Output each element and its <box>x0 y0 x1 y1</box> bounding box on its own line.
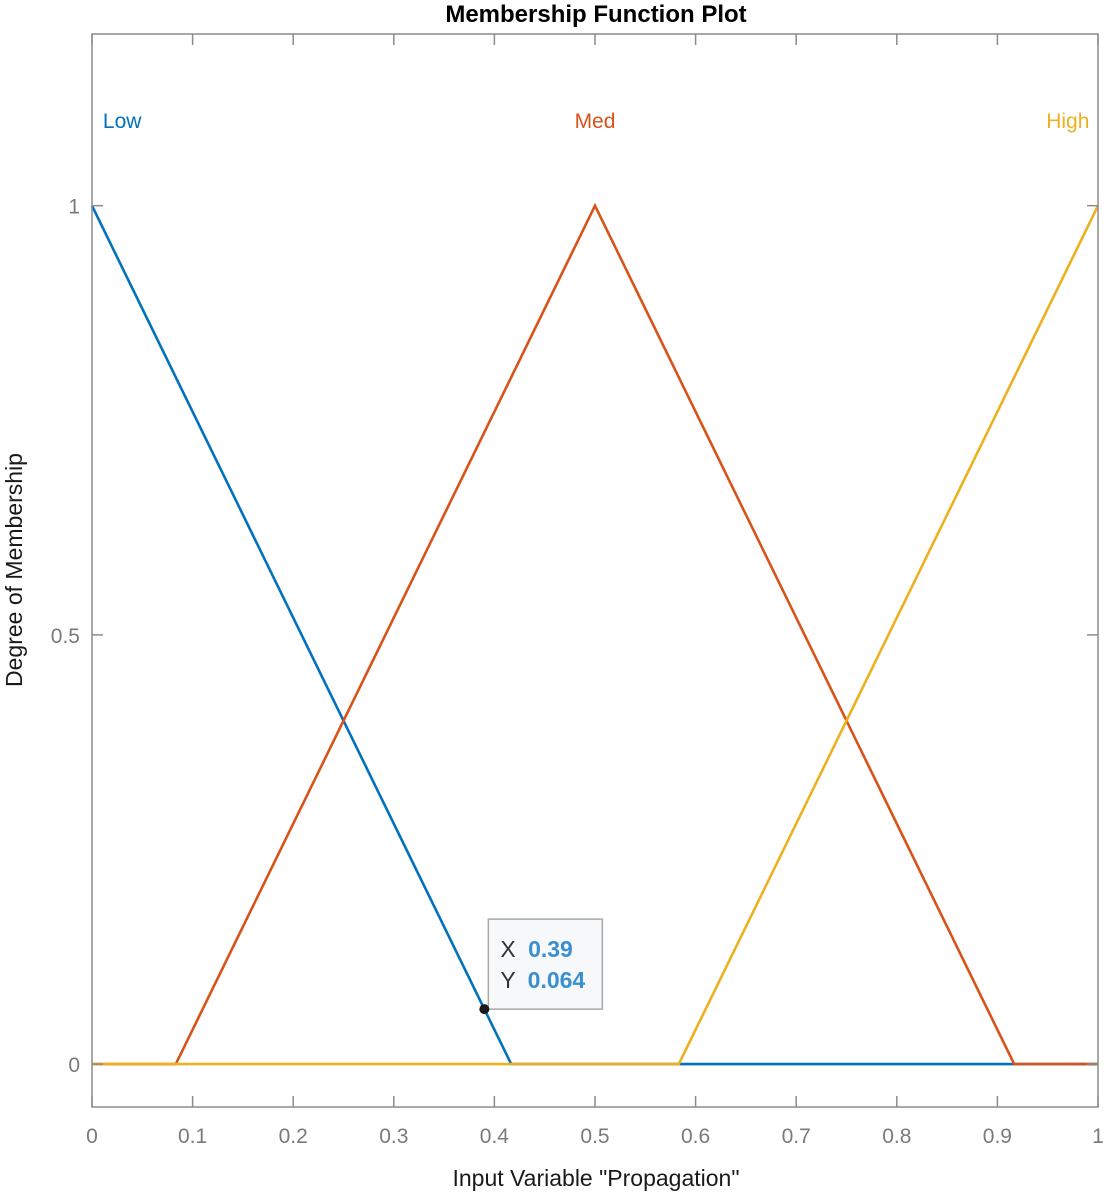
datatip-y-prefix: Y <box>500 967 515 993</box>
x-tick-label: 1 <box>1092 1125 1104 1148</box>
x-tick-label: 0.5 <box>580 1125 609 1148</box>
x-tick-label: 0.6 <box>681 1125 710 1148</box>
y-axis-label: Degree of Membership <box>1 453 27 687</box>
x-tick-label: 0.4 <box>480 1125 510 1148</box>
x-axis-label: Input Variable "Propagation" <box>453 1165 740 1191</box>
series-label-high: High <box>1046 110 1089 133</box>
axes-layer <box>91 33 1099 1108</box>
x-tick-label: 0.2 <box>279 1125 308 1148</box>
series-layer <box>90 202 1100 1066</box>
datatip-x-row: X 0.39 <box>500 936 572 962</box>
series-label-low: Low <box>103 110 142 133</box>
datatip-box[interactable] <box>487 918 604 1010</box>
datatip-x-value: 0.39 <box>528 936 573 962</box>
y-tick-label: 1 <box>68 196 80 219</box>
chart-title: Membership Function Plot <box>445 1 746 28</box>
x-tick-label: 0.1 <box>178 1125 207 1148</box>
datatip-x-prefix: X <box>500 936 515 962</box>
y-tick-label: 0.5 <box>51 625 80 648</box>
datatip-y-value: 0.064 <box>528 967 586 993</box>
x-tick-label: 0.8 <box>882 1125 911 1148</box>
series-label-med: Med <box>575 110 616 133</box>
datatip-y-row: Y 0.064 <box>500 967 585 993</box>
x-tick-label: 0 <box>86 1125 98 1148</box>
datatip-marker[interactable] <box>479 1004 490 1015</box>
x-tick-label: 0.9 <box>983 1125 1012 1148</box>
y-tick-label: 0 <box>68 1054 80 1077</box>
series-label-layer: Low Med High <box>103 110 1090 133</box>
x-tick-label: 0.7 <box>782 1125 811 1148</box>
series-line-high <box>92 205 1100 1066</box>
x-tick-label: 0.3 <box>379 1125 408 1148</box>
tick-label-layer: 0 0.1 0.2 0.3 0.4 0.5 0.6 0.7 0.8 0.9 1 0 0.5 1 <box>51 196 1104 1148</box>
datatip[interactable]: X 0.39 Y 0.064 <box>479 918 604 1015</box>
